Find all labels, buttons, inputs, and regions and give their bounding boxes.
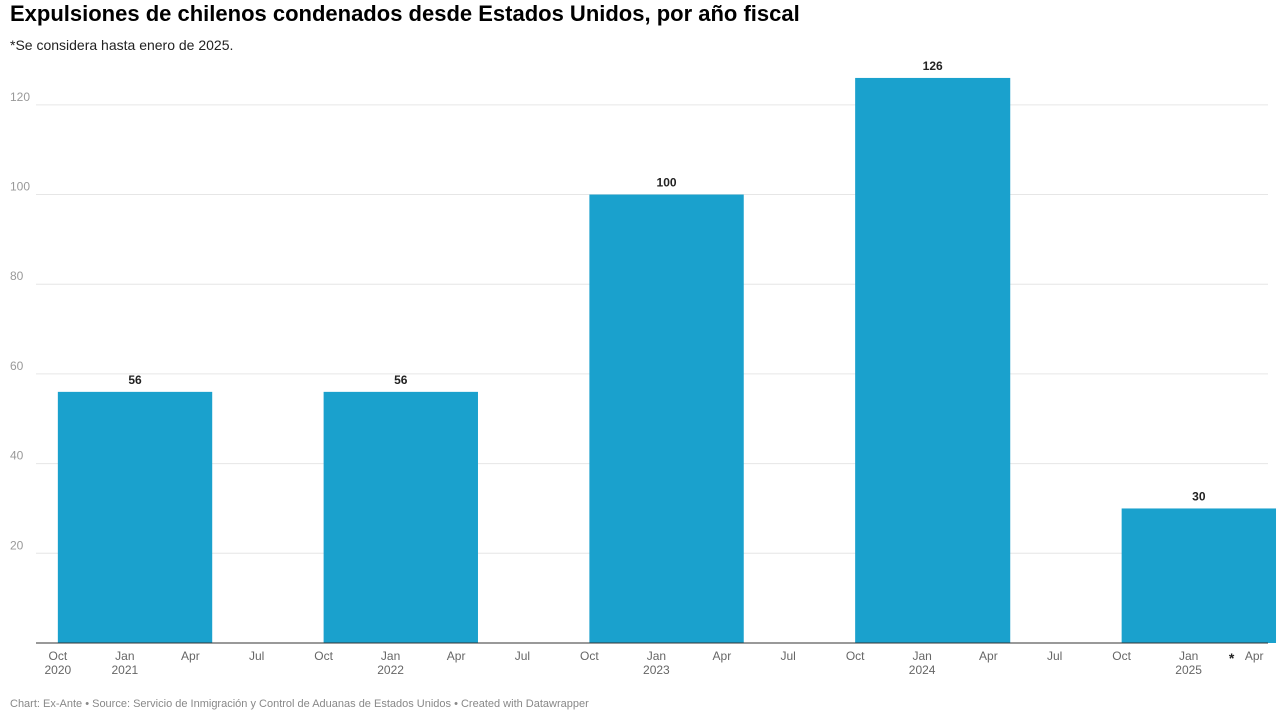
x-tick-month-label: Jan (381, 649, 400, 663)
x-tick-month-label: Oct (1112, 649, 1131, 663)
x-tick-month-label: Jul (780, 649, 795, 663)
x-tick-month-label: Jan (912, 649, 931, 663)
x-tick-month-label: Oct (49, 649, 68, 663)
x-tick-year-label: 2025 (1175, 663, 1202, 677)
x-tick-month-label: Jan (115, 649, 134, 663)
x-tick-month-label: Oct (580, 649, 599, 663)
x-tick-month-label: Oct (846, 649, 865, 663)
chart-subtitle: *Se considera hasta enero de 2025. (10, 37, 234, 53)
bar (57, 391, 213, 643)
x-tick-month-label: Apr (713, 649, 732, 663)
x-tick-month-label: Apr (181, 649, 200, 663)
x-axis-annotation: * (1229, 650, 1235, 666)
y-tick-label: 40 (10, 449, 24, 463)
bar (589, 194, 744, 644)
bar-value-label: 100 (657, 176, 677, 190)
y-tick-label: 60 (10, 359, 24, 373)
x-tick-month-label: Jul (1047, 649, 1062, 663)
x-tick-month-label: Apr (447, 649, 466, 663)
chart-title: Expulsiones de chilenos condenados desde… (10, 1, 800, 26)
bar-value-label: 56 (128, 373, 142, 387)
x-tick-month-label: Jan (1179, 649, 1198, 663)
y-tick-label: 20 (10, 538, 24, 552)
x-tick-month-label: Jul (249, 649, 264, 663)
y-tick-label: 80 (10, 269, 24, 283)
x-tick-month-label: Jan (647, 649, 666, 663)
bar-value-label: 56 (394, 373, 408, 387)
y-tick-label: 120 (10, 90, 30, 104)
x-tick-year-label: 2020 (44, 663, 71, 677)
bar (1121, 508, 1277, 643)
x-tick-year-label: 2022 (377, 663, 404, 677)
bar-value-label: 30 (1192, 489, 1206, 503)
x-tick-month-label: Jul (515, 649, 530, 663)
bar-value-label: 126 (923, 59, 943, 73)
bar (855, 77, 1011, 643)
x-tick-month-label: Apr (1245, 649, 1264, 663)
chart-footer: Chart: Ex-Ante • Source: Servicio de Inm… (10, 698, 589, 710)
x-tick-year-label: 2021 (111, 663, 138, 677)
x-tick-year-label: 2024 (909, 663, 936, 677)
x-tick-year-label: 2023 (643, 663, 670, 677)
x-tick-month-label: Apr (979, 649, 998, 663)
y-tick-label: 100 (10, 180, 30, 194)
x-tick-month-label: Oct (314, 649, 333, 663)
bar (323, 391, 478, 643)
